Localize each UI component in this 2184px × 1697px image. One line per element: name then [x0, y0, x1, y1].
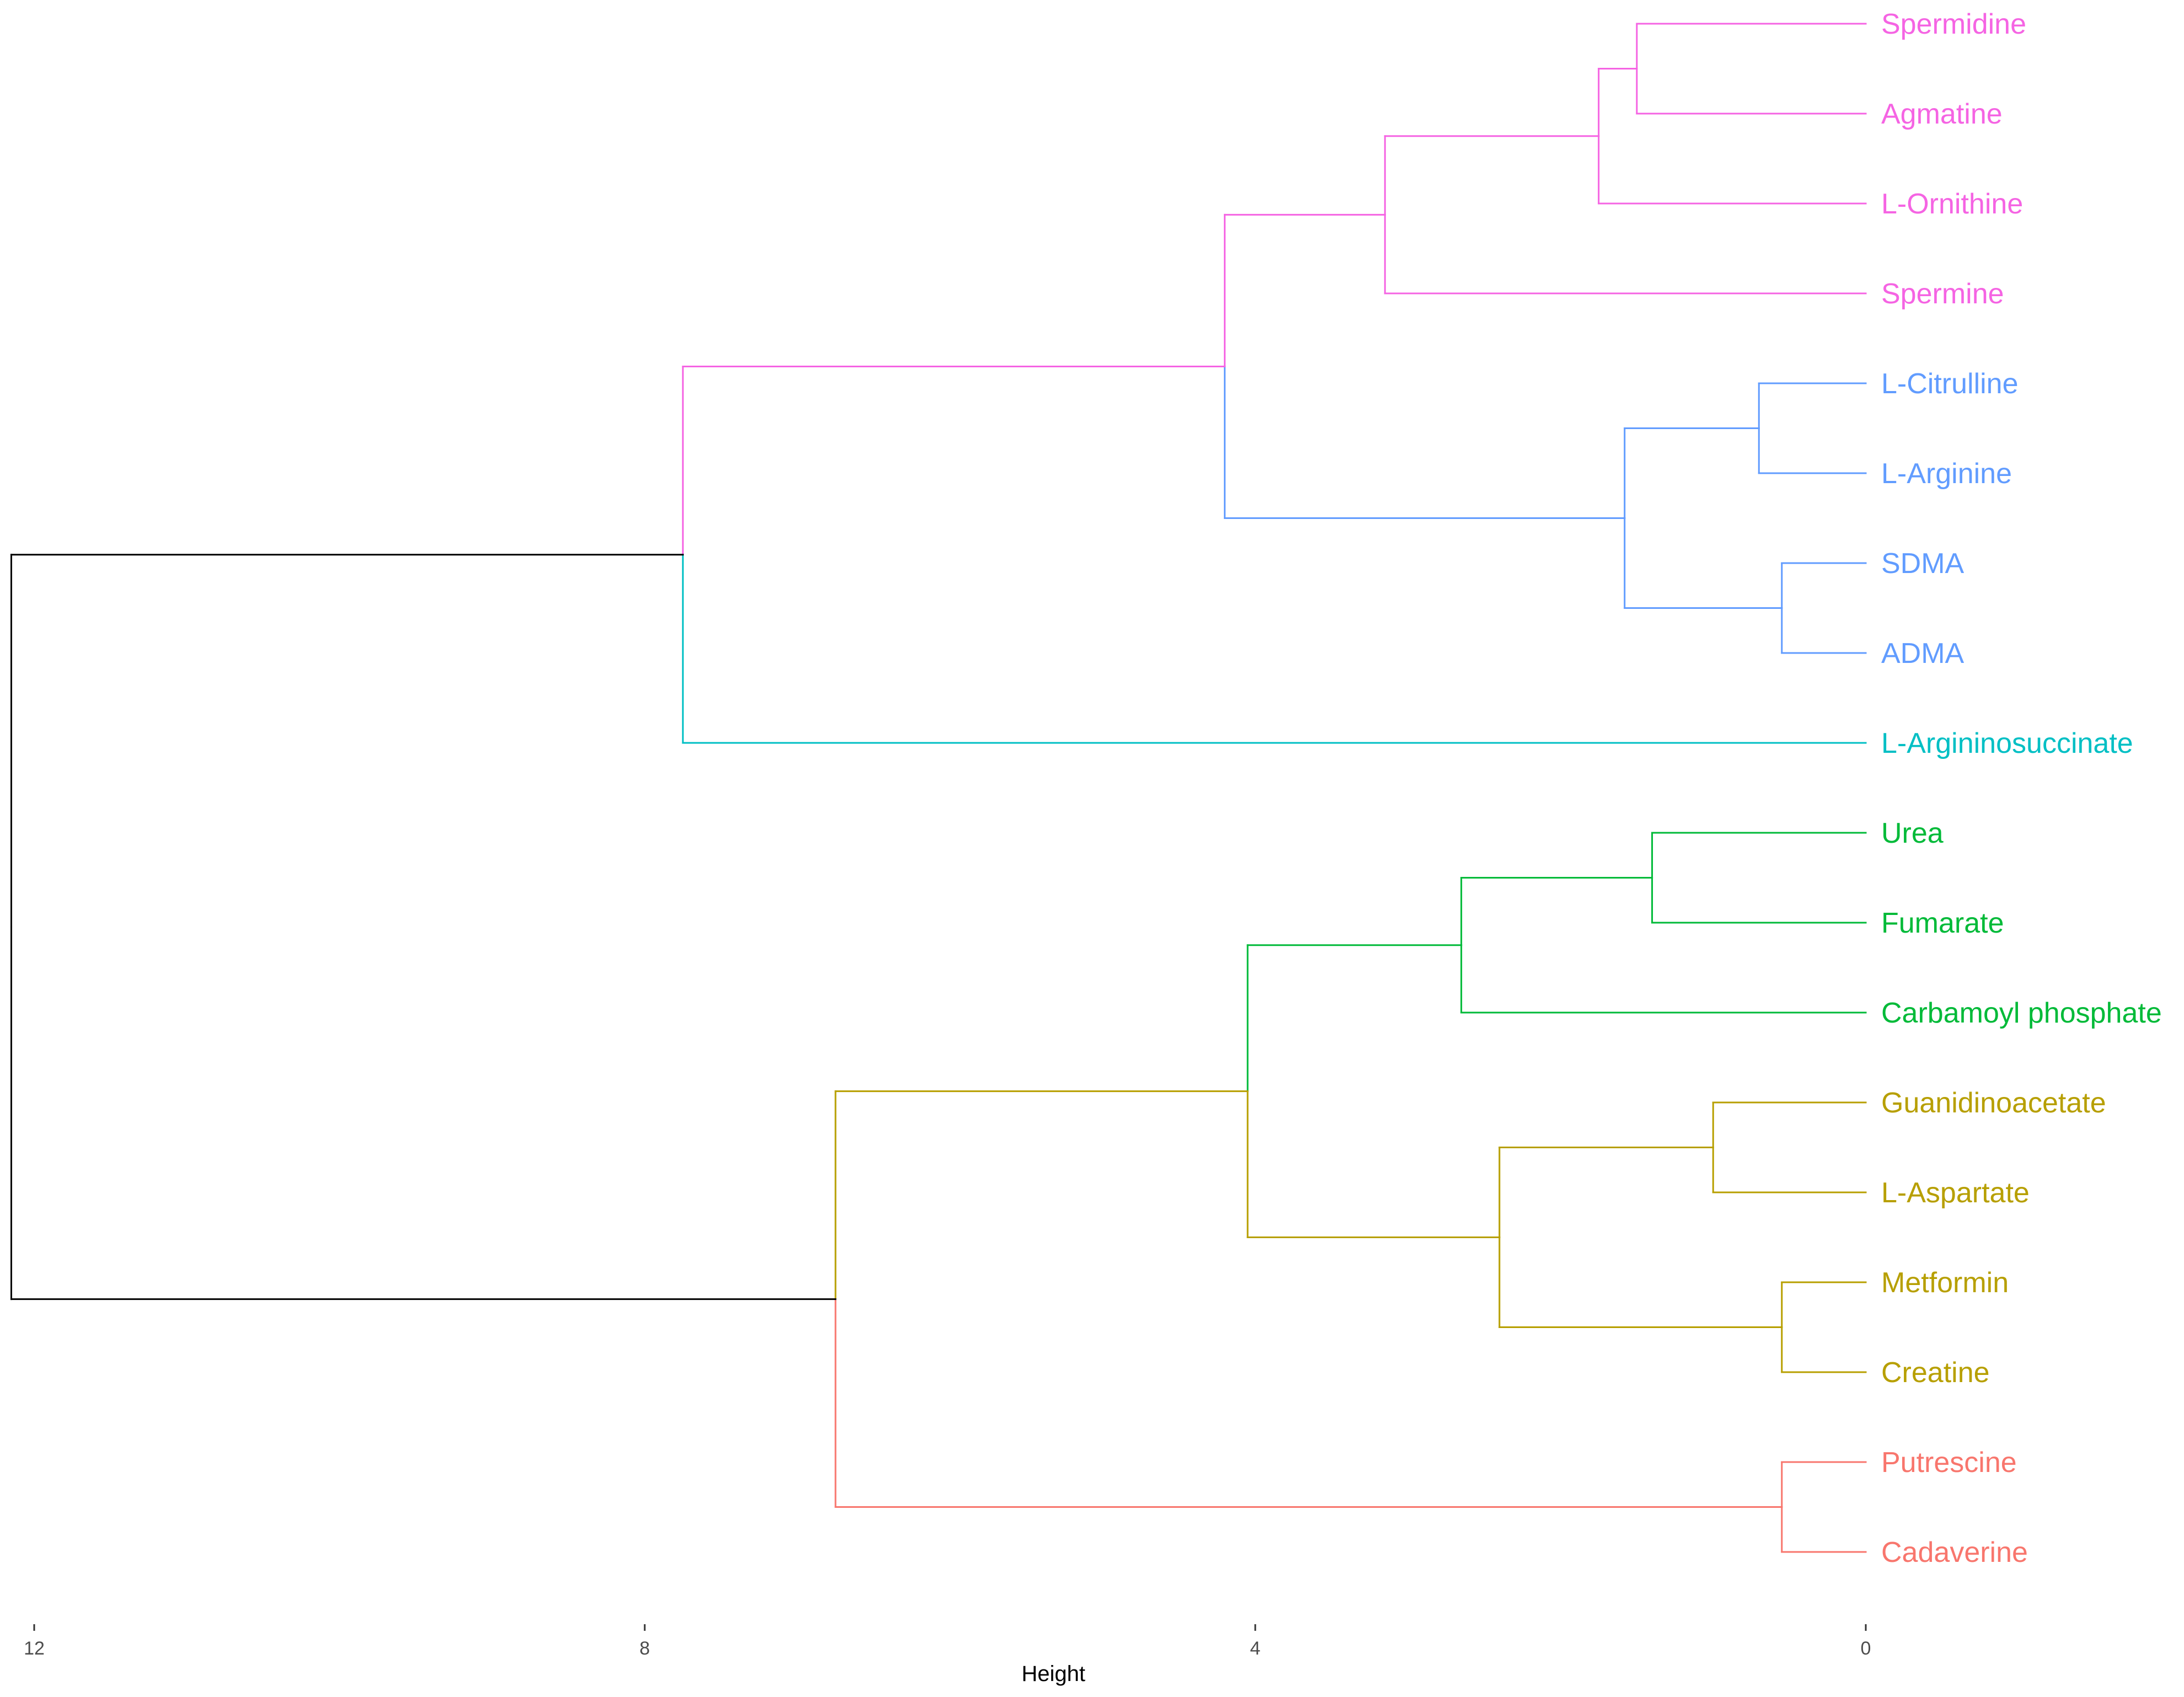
leaf-label-metformin: Metformin: [1881, 1267, 2009, 1299]
leaf-label-creatine: Creatine: [1881, 1357, 1990, 1389]
x-tick-label: 12: [24, 1638, 45, 1659]
leaf-label-l-argininosuccinate: L-Argininosuccinate: [1881, 727, 2133, 759]
x-tick-label: 8: [640, 1638, 650, 1659]
x-tick-label: 4: [1250, 1638, 1261, 1659]
leaf-label-l-ornithine: L-Ornithine: [1881, 188, 2023, 220]
leaf-label-agmatine: Agmatine: [1881, 98, 2003, 130]
leaf-label-l-citrulline: L-Citrulline: [1881, 368, 2019, 400]
x-axis: 12 8 4 0: [24, 1624, 1871, 1659]
leaf-label-urea: Urea: [1881, 817, 1944, 849]
leaf-label-guanidinoacetate: Guanidinoacetate: [1881, 1087, 2106, 1119]
leaf-label-putrescine: Putrescine: [1881, 1447, 2017, 1479]
leaf-label-adma: ADMA: [1881, 638, 1964, 670]
x-tick-label: 0: [1861, 1638, 1871, 1659]
leaf-label-sdma: SDMA: [1881, 548, 1964, 580]
leaf-label-spermidine: Spermidine: [1881, 8, 2026, 40]
leaf-label-l-arginine: L-Arginine: [1881, 458, 2012, 490]
leaf-label-spermine: Spermine: [1881, 278, 2004, 310]
x-axis-title: Height: [1021, 1662, 1085, 1686]
leaf-label-l-aspartate: L-Aspartate: [1881, 1177, 2030, 1209]
dendrogram-branches: [10, 23, 1867, 1553]
leaf-label-fumarate: Fumarate: [1881, 907, 2004, 939]
leaf-label-carbamoyl-phosphate: Carbamoyl phosphate: [1881, 997, 2162, 1029]
leaf-label-cadaverine: Cadaverine: [1881, 1537, 2028, 1568]
leaf-labels: Spermidine Agmatine L-Ornithine Spermine L-C…: [1881, 8, 2162, 1568]
